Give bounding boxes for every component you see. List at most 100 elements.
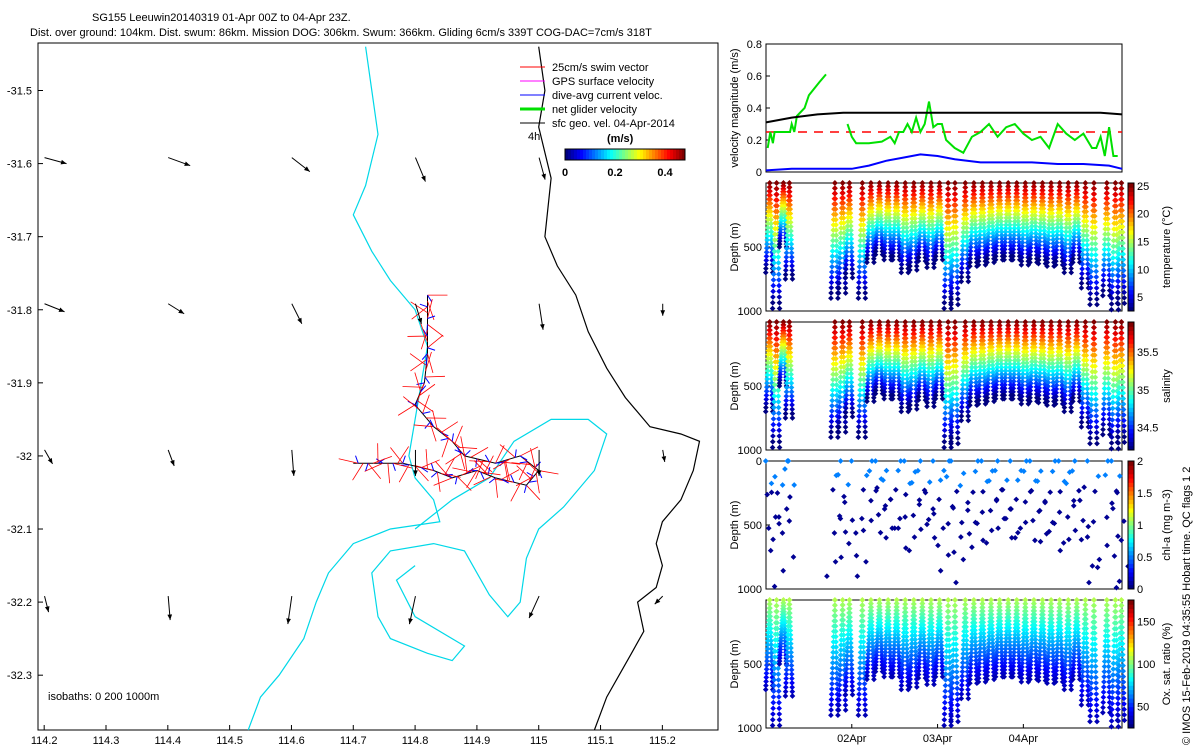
legend-label: dive-avg current veloc. (552, 90, 663, 102)
colorbar-segment (679, 149, 683, 160)
map-x-tick-label: 114.4 (154, 735, 181, 747)
legend-label: net glider velocity (552, 104, 637, 116)
colorbar-segment (1128, 504, 1134, 509)
colorbar-segment (1128, 213, 1134, 218)
colorbar-segment (1128, 200, 1134, 205)
colorbar-segment (646, 149, 650, 160)
colorbar-segment (1128, 243, 1134, 248)
colorbar-segment (619, 149, 623, 160)
colorbar-tick-label: 1.5 (1137, 488, 1152, 500)
velocity-frame (766, 44, 1122, 172)
colorbar-segment (1128, 230, 1134, 235)
colorbar-segment (1128, 487, 1134, 492)
colorbar-segment (1128, 461, 1134, 466)
colorbar-segment (1128, 495, 1134, 500)
colorbar-segment (1128, 294, 1134, 299)
map-y-tick-label: -31.6 (7, 159, 32, 171)
figure-title-line-1: SG155 Leeuwin20140319 01-Apr 00Z to 04-A… (92, 12, 351, 24)
colorbar-segment (1128, 251, 1134, 256)
colorbar-segment (1128, 369, 1134, 374)
colorbar-segment (604, 149, 608, 160)
legend-label: 25cm/s swim vector (552, 62, 649, 74)
colorbar-label: salinity (1161, 369, 1173, 403)
colorbar-tick-label: 0.2 (607, 167, 622, 179)
colorbar-segment (592, 149, 596, 160)
colorbar-segment (1128, 277, 1134, 282)
map-x-tick-label: 115 (530, 735, 548, 747)
colorbar-segment (1128, 499, 1134, 504)
colorbar-segment (565, 149, 569, 160)
colorbar-segment (1128, 563, 1134, 568)
colorbar-segment (1128, 234, 1134, 239)
colorbar-segment (571, 149, 575, 160)
depth-tick-label: 500 (744, 381, 762, 393)
colorbar-tick-label: 0 (562, 167, 568, 179)
colorbar-segment (1128, 407, 1134, 412)
depth-tick-label: 500 (744, 242, 762, 254)
isobaths-label: isobaths: 0 200 1000m (48, 691, 159, 703)
map-y-tick-label: -32.1 (7, 524, 32, 536)
colorbar-segment (1128, 386, 1134, 391)
colorbar-segment (1128, 390, 1134, 395)
colorbar-segment (1128, 209, 1134, 214)
colorbar-segment (1128, 576, 1134, 581)
depth-axis-label: Depth (m) (729, 362, 741, 411)
colorbar-segment (661, 149, 665, 160)
colorbar-segment (1128, 399, 1134, 404)
map-x-tick-label: 114.2 (31, 735, 58, 747)
colorbar-segment (1128, 512, 1134, 517)
colorbar-segment (1128, 546, 1134, 551)
velocity-y-tick-label: 0 (756, 167, 762, 179)
colorbar-segment (1128, 183, 1134, 188)
colorbar-segment (1128, 238, 1134, 243)
colorbar-segment (1128, 580, 1134, 585)
legend-scale-label: 4h (528, 131, 540, 143)
colorbar-segment (1128, 521, 1134, 526)
colorbar-tick-label: 0 (1137, 584, 1143, 596)
colorbar-segment (583, 149, 587, 160)
colorbar-segment (1128, 348, 1134, 353)
colorbar-segment (1128, 298, 1134, 303)
colorbar-segment (1128, 285, 1134, 290)
colorbar-segment (652, 149, 656, 160)
depth-tick-label: 0 (756, 456, 762, 468)
colorbar-segment (1128, 568, 1134, 573)
colorbar-segment (643, 149, 647, 160)
colorbar-segment (1128, 335, 1134, 340)
qc-side-label: © IMOS 15-Feb-2019 04:35:55 Hobart time.… (1181, 467, 1193, 745)
colorbar-segment (577, 149, 581, 160)
colorbar-segment (1128, 226, 1134, 231)
map-y-tick-label: -31.5 (7, 86, 32, 98)
colorbar-segment (1128, 474, 1134, 479)
colorbar-segment (1128, 377, 1134, 382)
colorbar-segment (1128, 264, 1134, 269)
colorbar-segment (598, 149, 602, 160)
colorbar-segment (1128, 256, 1134, 261)
map-y-tick-label: -32.2 (7, 597, 32, 609)
colorbar-tick-label: 20 (1137, 209, 1149, 221)
colorbar-segment (1128, 420, 1134, 425)
colorbar-segment (1128, 429, 1134, 434)
colorbar-segment (610, 149, 614, 160)
map-x-tick-label: 114.7 (340, 735, 367, 747)
map-y-tick-label: -31.9 (7, 378, 32, 390)
legend-label: GPS surface velocity (552, 76, 655, 88)
colorbar-tick-label: 34.5 (1137, 422, 1158, 434)
colorbar-segment (670, 149, 674, 160)
map-x-tick-label: 115.1 (587, 735, 614, 747)
colorbar-segment (634, 149, 638, 160)
colorbar-segment (1128, 339, 1134, 344)
depth-axis-label: Depth (m) (729, 223, 741, 272)
map-frame (38, 43, 718, 730)
colorbar-segment (637, 149, 641, 160)
colorbar-segment (613, 149, 617, 160)
depth-tick-label: 500 (744, 659, 762, 671)
map-y-tick-label: -32 (16, 451, 32, 463)
depth-tick-label: 1000 (738, 584, 762, 596)
colorbar-segment (1128, 373, 1134, 378)
